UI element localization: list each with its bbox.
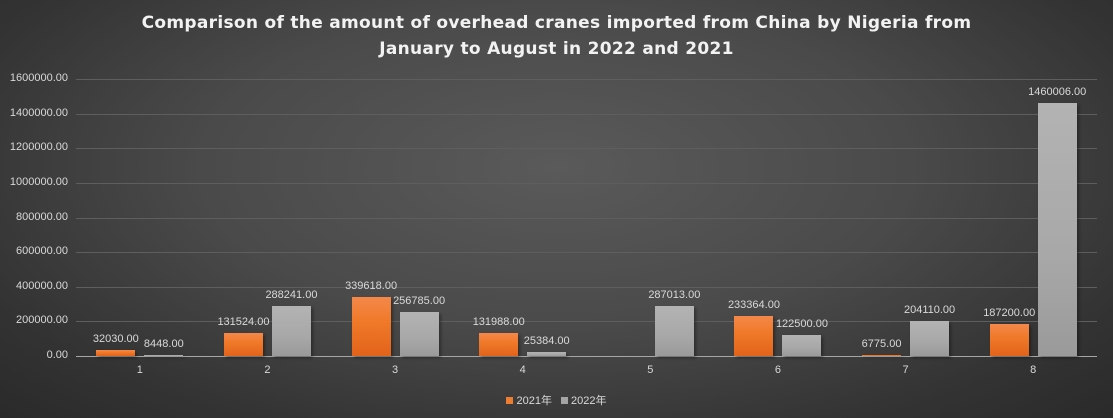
plot-area: 32030.00 8448.00 131524.00 288241.00 339618.…	[76, 79, 1097, 357]
legend-swatch-orange	[506, 396, 514, 404]
bar-2022-8	[1037, 103, 1077, 356]
x-tick-label: 8	[1030, 364, 1037, 376]
y-tick-label: 800000.00	[16, 210, 68, 223]
data-label: 288241.00	[265, 289, 318, 302]
data-label: 256785.00	[393, 294, 446, 307]
gridline	[76, 148, 1097, 150]
x-tick-label: 5	[647, 364, 654, 376]
y-tick-label: 200000.00	[16, 314, 68, 327]
x-tick-label: 7	[902, 364, 909, 376]
data-label: 6775.00	[861, 337, 902, 350]
bar-2022-7	[910, 320, 950, 356]
legend-item-2021: 2021年	[506, 392, 552, 408]
data-label: 8448.00	[143, 337, 184, 350]
gridline	[76, 113, 1097, 115]
gridline	[76, 321, 1097, 323]
y-tick-label: 1000000.00	[9, 175, 68, 188]
data-label: 131988.00	[472, 316, 525, 329]
bar-2022-1	[144, 354, 184, 356]
y-tick-label: 1400000.00	[9, 106, 68, 119]
gridline	[76, 252, 1097, 254]
data-label: 25384.00	[523, 334, 570, 347]
bar-2021-6	[734, 315, 774, 356]
data-label: 204110.00	[903, 303, 956, 316]
bar-2022-3	[399, 311, 439, 356]
y-tick-label: 0.00	[46, 349, 68, 361]
data-label: 187200.00	[983, 306, 1036, 319]
x-tick-label: 4	[519, 364, 526, 376]
x-tick-label: 3	[392, 364, 399, 376]
gridline	[76, 286, 1097, 288]
bar-2021-1	[96, 350, 136, 356]
bar-2022-4	[527, 351, 567, 356]
bar-2021-4	[479, 333, 519, 356]
legend-item-2022: 2022年	[561, 392, 607, 408]
bar-2021-2	[223, 333, 263, 356]
gridline	[76, 79, 1097, 80]
y-tick-label: 400000.00	[16, 279, 68, 292]
data-label: 339618.00	[345, 280, 398, 293]
data-label: 233364.00	[727, 298, 780, 311]
bar-2021-3	[351, 297, 391, 356]
gridline	[76, 182, 1097, 184]
bar-2022-2	[271, 306, 311, 356]
data-label: 287013.00	[648, 289, 701, 302]
chart-title: Comparison of the amount of overhead cra…	[0, 10, 1113, 62]
legend-label: 2022年	[571, 395, 607, 407]
bar-2021-8	[989, 323, 1029, 356]
y-tick-label: 600000.00	[16, 245, 68, 258]
x-tick-label: 6	[774, 364, 781, 376]
chart-title-line-1: Comparison of the amount of overhead cra…	[141, 13, 972, 33]
y-tick-label: 1200000.00	[9, 141, 68, 154]
bar-2022-6	[782, 334, 822, 356]
legend-label: 2021年	[516, 395, 552, 407]
gridline	[76, 217, 1097, 219]
data-label: 1460006.00	[1028, 86, 1087, 99]
x-tick-label: 1	[136, 364, 143, 376]
legend: 2021年 2022年	[0, 392, 1113, 408]
chart-title-line-2: January to August in 2022 and 2021	[379, 39, 734, 59]
bar-2021-7	[862, 354, 902, 356]
x-tick-label: 2	[264, 364, 271, 376]
y-tick-label: 1600000.00	[9, 72, 68, 84]
x-axis-line	[76, 356, 1097, 357]
legend-swatch-gray	[561, 396, 569, 404]
data-label: 131524.00	[217, 316, 270, 329]
bar-2022-5	[654, 306, 694, 356]
data-label: 122500.00	[775, 317, 828, 330]
data-label: 32030.00	[92, 333, 139, 346]
